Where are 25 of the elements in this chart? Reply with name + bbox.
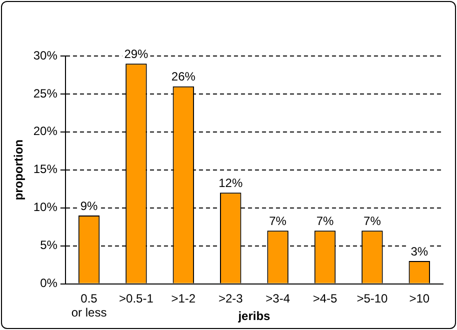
data-label: 7%: [269, 214, 287, 228]
data-label: 29%: [124, 46, 149, 61]
y-tick-label: 0%: [40, 276, 58, 290]
data-label: 9%: [80, 198, 98, 213]
y-axis-title: proportion: [12, 140, 26, 200]
x-tick-label: >10: [409, 291, 430, 306]
y-tick-label: 25%: [33, 86, 58, 100]
x-tick-label: >5-10: [356, 291, 388, 306]
data-label: 3%: [410, 244, 428, 258]
y-tick-label: 20%: [33, 124, 58, 138]
data-label: 26%: [171, 70, 196, 84]
x-tick-label: >1-2: [171, 291, 196, 306]
y-tick-label: 10%: [33, 200, 58, 214]
y-tick-label: 15%: [33, 162, 58, 176]
x-tick-label: 0.5 or less: [71, 291, 107, 320]
data-label: 7%: [364, 214, 382, 228]
x-tick-label: >2-3: [218, 291, 244, 306]
x-tick-label: >3-4: [266, 291, 290, 306]
x-tick-label: >4-5: [312, 291, 338, 306]
y-tick-label: 30%: [33, 48, 58, 62]
x-axis-title: jeribs: [237, 309, 271, 324]
data-label: 12%: [218, 176, 243, 190]
data-label: 7%: [316, 214, 334, 228]
y-tick-label: 5%: [40, 238, 58, 252]
x-tick-label: >0.5-1: [119, 291, 154, 306]
